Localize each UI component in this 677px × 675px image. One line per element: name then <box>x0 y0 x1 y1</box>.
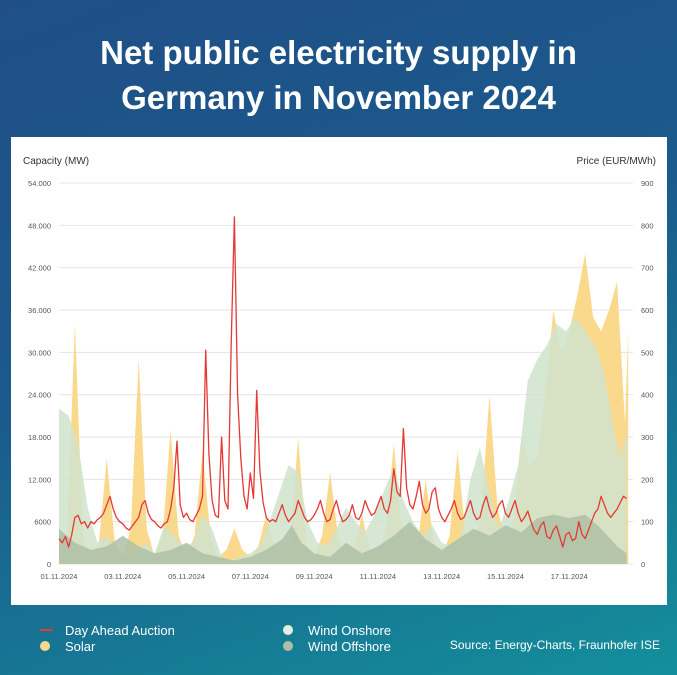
right-tick-label: 600 <box>641 306 654 315</box>
legend-item-solar: Solar <box>40 638 95 654</box>
area-wind-offshore <box>59 514 627 564</box>
energy-chart: 0 0 6000 100 12.000 200 18.000 300 24.000 400 30.0… <box>23 156 656 581</box>
right-tick-label: 300 <box>641 433 654 442</box>
title-line-2: Germany in November 2024 <box>121 79 556 116</box>
left-tick-label: 0 <box>47 560 51 569</box>
right-tick-label: 500 <box>641 348 654 357</box>
source-note: Source: Energy-Charts, Fraunhofer ISE <box>449 638 660 652</box>
right-tick-label: 100 <box>641 518 654 527</box>
legend-label-wind-onshore: Wind Onshore <box>308 622 392 638</box>
axis-ticks: 0 0 6000 100 12.000 200 18.000 300 24.000 400 30.0… <box>28 179 653 581</box>
line-day-ahead-auction <box>58 216 627 548</box>
wind-offshore-dot-icon <box>283 641 293 651</box>
legend-item-wind-offshore: Wind Offshore <box>283 638 391 654</box>
right-tick-label: 800 <box>641 221 654 230</box>
x-tick-label: 13.11.2024 <box>423 572 460 581</box>
left-tick-label: 54.000 <box>28 179 51 188</box>
x-tick-label: 07.11.2024 <box>232 572 269 581</box>
legend: Day Ahead Auction Solar Wind Onshore Win… <box>0 622 677 662</box>
right-tick-label: 700 <box>641 264 654 273</box>
x-tick-label: 01.11.2024 <box>41 572 78 581</box>
x-tick-label: 05.11.2024 <box>168 572 205 581</box>
wind-onshore-dot-icon <box>283 625 293 635</box>
left-tick-label: 42.000 <box>28 264 51 273</box>
left-tick-label: 6000 <box>34 518 51 527</box>
legend-label-wind-offshore: Wind Offshore <box>308 638 391 654</box>
area-series <box>59 253 629 564</box>
legend-item-price: Day Ahead Auction <box>40 622 175 638</box>
left-tick-label: 24.000 <box>28 391 51 400</box>
legend-label-solar: Solar <box>65 638 96 654</box>
legend-item-wind-onshore: Wind Onshore <box>283 622 391 638</box>
left-tick-label: 30.000 <box>28 348 51 357</box>
legend-label-price: Day Ahead Auction <box>65 622 175 638</box>
price-series <box>58 216 627 548</box>
right-tick-label: 200 <box>641 475 654 484</box>
left-axis-label: Capacity (MW) <box>23 156 89 167</box>
price-line-icon <box>40 629 53 631</box>
left-tick-label: 12.000 <box>28 475 51 484</box>
x-tick-label: 03.11.2024 <box>104 572 141 581</box>
right-tick-label: 0 <box>641 560 645 569</box>
x-tick-label: 09.11.2024 <box>296 572 333 581</box>
chart-title: Net public electricity supply in Germany… <box>0 30 677 120</box>
left-tick-label: 18.000 <box>28 433 51 442</box>
right-axis-label: Price (EUR/MWh) <box>577 156 656 167</box>
solar-dot-icon <box>40 641 50 651</box>
chart-panel: 0 0 6000 100 12.000 200 18.000 300 24.000 400 30.0… <box>11 137 667 605</box>
x-tick-label: 15.11.2024 <box>487 572 524 581</box>
x-tick-label: 11.11.2024 <box>360 572 396 581</box>
x-tick-label: 17.11.2024 <box>551 572 588 581</box>
left-tick-label: 36.000 <box>28 306 51 315</box>
title-line-1: Net public electricity supply in <box>100 34 577 71</box>
right-tick-label: 400 <box>641 391 654 400</box>
left-tick-label: 48.000 <box>28 221 51 230</box>
right-tick-label: 900 <box>641 179 654 188</box>
